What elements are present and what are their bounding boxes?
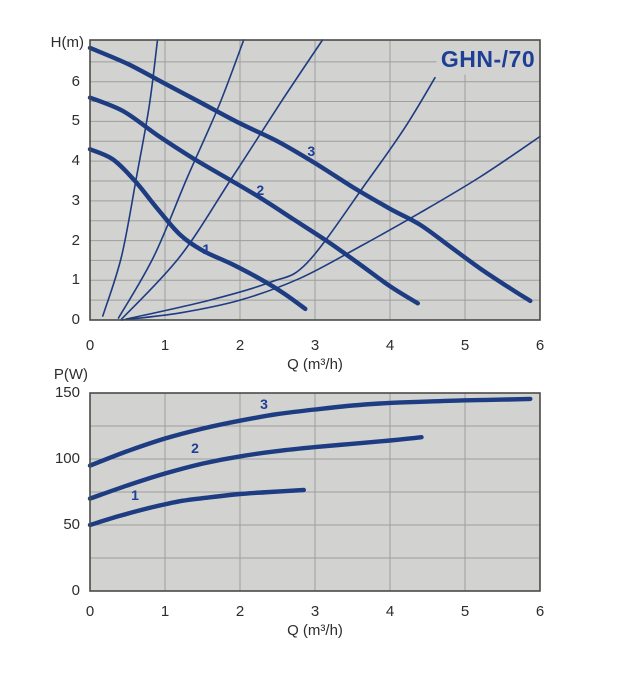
power-chart-border: [89, 392, 541, 592]
power-chart-x-tick: 3: [310, 603, 320, 620]
power-chart-y-tick: 0: [71, 582, 80, 599]
power-axis-label: P(W): [53, 366, 88, 383]
chart-title-patch: [436, 41, 539, 75]
head-capacity-chart-x-tick: 3: [310, 337, 320, 354]
power-speed-1-curve: [87, 487, 306, 528]
power-chart-y-tick: 50: [63, 516, 80, 533]
power-chart-y-tick: 150: [54, 384, 80, 401]
head-capacity-chart-curve-label-3: 3: [307, 143, 316, 160]
head-capacity-chart-y-tick: 6: [71, 72, 80, 90]
head-axis-label: H(m): [50, 34, 84, 51]
head-capacity-chart-curve-label-2: 2: [256, 181, 265, 198]
head-capacity-chart-y-tick: 3: [71, 191, 80, 209]
pump-speed-3-curve: [87, 45, 533, 304]
head-capacity-chart-border: [89, 39, 541, 321]
power-chart-x-tick: 4: [385, 603, 395, 620]
system-curve-b-curve: [117, 39, 245, 319]
head-capacity-chart-x-tick: 5: [460, 337, 470, 354]
head-capacity-chart-y-tick: 4: [71, 152, 80, 170]
power-chart-x-tick: 2: [235, 603, 245, 620]
pump-speed-2-curve: [87, 95, 420, 306]
system-curve-c-curve: [120, 39, 324, 320]
head-capacity-chart-x-tick: 2: [235, 337, 245, 354]
pump-speed-1-curve: [87, 147, 308, 312]
head-capacity-chart-y-tick: 5: [71, 112, 80, 130]
chart-title: GHN-/70: [440, 46, 536, 72]
head-capacity-chart-x-tick: 0: [85, 337, 95, 354]
power-chart-curve-label-1: 1: [131, 486, 139, 503]
power-speed-2-curve: [87, 435, 424, 501]
power-chart-curve-label-2: 2: [191, 440, 199, 457]
power-chart-curve-label-3: 3: [260, 395, 268, 412]
head-capacity-chart-x-tick: 6: [535, 337, 545, 354]
head-capacity-chart-y-tick: 1: [71, 271, 80, 289]
system-curve-d-curve: [125, 76, 436, 320]
system-curve-a-curve: [102, 39, 159, 317]
head-capacity-chart-y-tick: 2: [71, 231, 80, 249]
power-chart-x-tick: 1: [160, 603, 170, 620]
head-capacity-chart-x-tick: 4: [385, 337, 395, 354]
head-capacity-chart-y-tick: 0: [71, 311, 80, 328]
head-capacity-chart-curve-label-1: 1: [202, 241, 211, 258]
power-chart-x-tick: 5: [460, 603, 470, 620]
power-chart-x-tick: 6: [535, 603, 545, 620]
flow-axis-label-bottom: Q (m³/h): [287, 622, 343, 639]
head-capacity-chart-x-tick: 1: [160, 337, 170, 354]
power-chart-y-tick: 100: [54, 450, 80, 467]
head-capacity-chart-gridlines: [90, 40, 540, 320]
system-curve-e-curve: [120, 135, 541, 321]
flow-axis-label-top: Q (m³/h): [287, 356, 343, 373]
power-speed-3-curve: [87, 396, 533, 468]
power-chart-x-tick: 0: [85, 603, 95, 620]
